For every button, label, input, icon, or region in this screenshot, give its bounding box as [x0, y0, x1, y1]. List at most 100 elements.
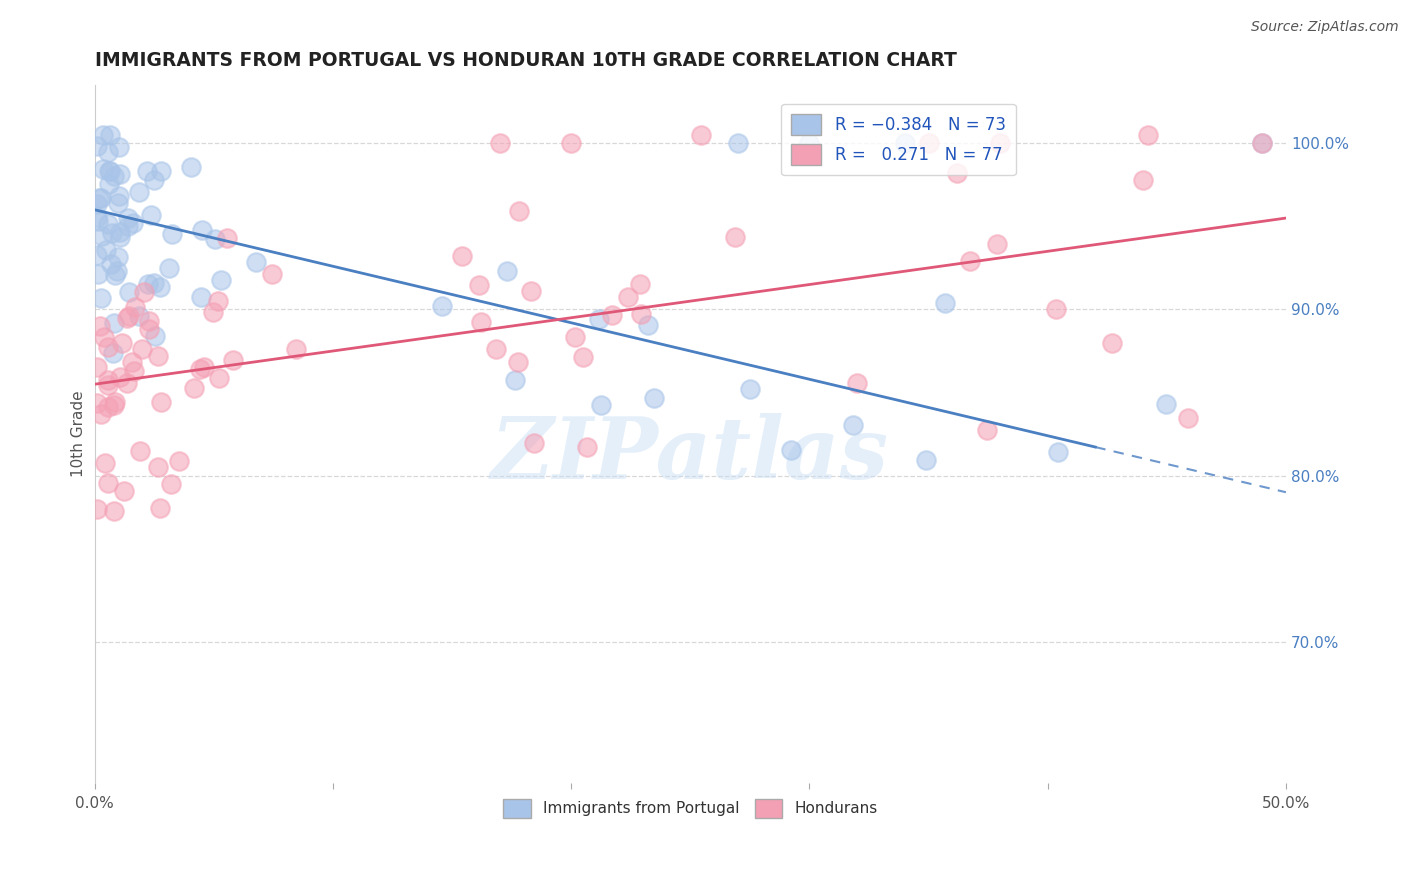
Point [93, 330, 115, 344]
Point [779, 442, 801, 457]
Point [519, 285, 541, 299]
Point [91, 128, 114, 142]
Point [643, 391, 665, 405]
Point [90, 407, 112, 421]
Point [1251, 136, 1274, 151]
Point [86, 267, 108, 281]
Point [131, 342, 153, 356]
Point [193, 359, 215, 374]
Point [97, 145, 120, 159]
Point [637, 318, 659, 332]
Point [97, 373, 120, 387]
Point [121, 354, 143, 368]
Point [93, 456, 115, 470]
Point [112, 483, 135, 498]
Legend: Immigrants from Portugal, Hondurans: Immigrants from Portugal, Hondurans [496, 792, 883, 824]
Point [588, 312, 610, 326]
Point [89, 318, 111, 333]
Point [97, 217, 120, 231]
Point [86, 248, 108, 262]
Point [262, 267, 284, 281]
Point [157, 260, 180, 275]
Point [245, 255, 267, 269]
Point [121, 216, 143, 230]
Point [207, 371, 229, 385]
Point [508, 203, 530, 218]
Point [86, 359, 108, 374]
Point [893, 136, 915, 151]
Point [86, 197, 108, 211]
Point [91, 161, 114, 176]
Point [86, 211, 108, 225]
Point [842, 417, 865, 432]
Point [97, 400, 120, 414]
Point [628, 277, 651, 291]
Point [738, 383, 761, 397]
Point [128, 186, 150, 200]
Point [103, 169, 125, 184]
Point [122, 364, 145, 378]
Point [209, 273, 232, 287]
Point [488, 136, 510, 151]
Point [150, 164, 173, 178]
Point [89, 191, 111, 205]
Point [138, 321, 160, 335]
Point [630, 307, 652, 321]
Point [108, 189, 131, 203]
Point [959, 253, 981, 268]
Point [917, 136, 939, 151]
Point [129, 443, 152, 458]
Point [97, 340, 120, 354]
Point [180, 160, 202, 174]
Point [89, 291, 111, 305]
Point [190, 289, 212, 303]
Point [845, 376, 868, 390]
Point [468, 277, 491, 292]
Point [107, 250, 129, 264]
Point [167, 454, 190, 468]
Point [118, 310, 141, 324]
Point [799, 136, 821, 151]
Point [191, 223, 214, 237]
Point [600, 308, 623, 322]
Point [98, 128, 121, 142]
Point [560, 136, 582, 151]
Point [496, 263, 519, 277]
Point [90, 229, 112, 244]
Text: ZIPatlas: ZIPatlas [491, 413, 890, 497]
Point [148, 459, 170, 474]
Point [1045, 301, 1067, 316]
Point [946, 166, 969, 180]
Point [523, 435, 546, 450]
Point [103, 398, 125, 412]
Point [139, 208, 162, 222]
Point [285, 342, 308, 356]
Point [183, 381, 205, 395]
Point [115, 310, 138, 325]
Point [110, 370, 132, 384]
Point [104, 268, 127, 283]
Point [117, 219, 139, 233]
Point [138, 277, 160, 291]
Point [103, 346, 125, 360]
Point [432, 299, 454, 313]
Point [160, 477, 183, 491]
Point [1177, 411, 1199, 425]
Point [97, 177, 120, 191]
Point [724, 230, 747, 244]
Point [934, 295, 956, 310]
Point [97, 378, 120, 392]
Point [589, 398, 612, 412]
Point [188, 362, 211, 376]
Point [986, 237, 1008, 252]
Point [564, 330, 586, 344]
Point [98, 164, 121, 178]
Point [485, 342, 508, 356]
Point [103, 317, 125, 331]
Point [450, 249, 472, 263]
Point [97, 475, 120, 490]
Point [138, 314, 160, 328]
Point [115, 376, 138, 390]
Point [143, 329, 166, 343]
Point [1047, 445, 1070, 459]
